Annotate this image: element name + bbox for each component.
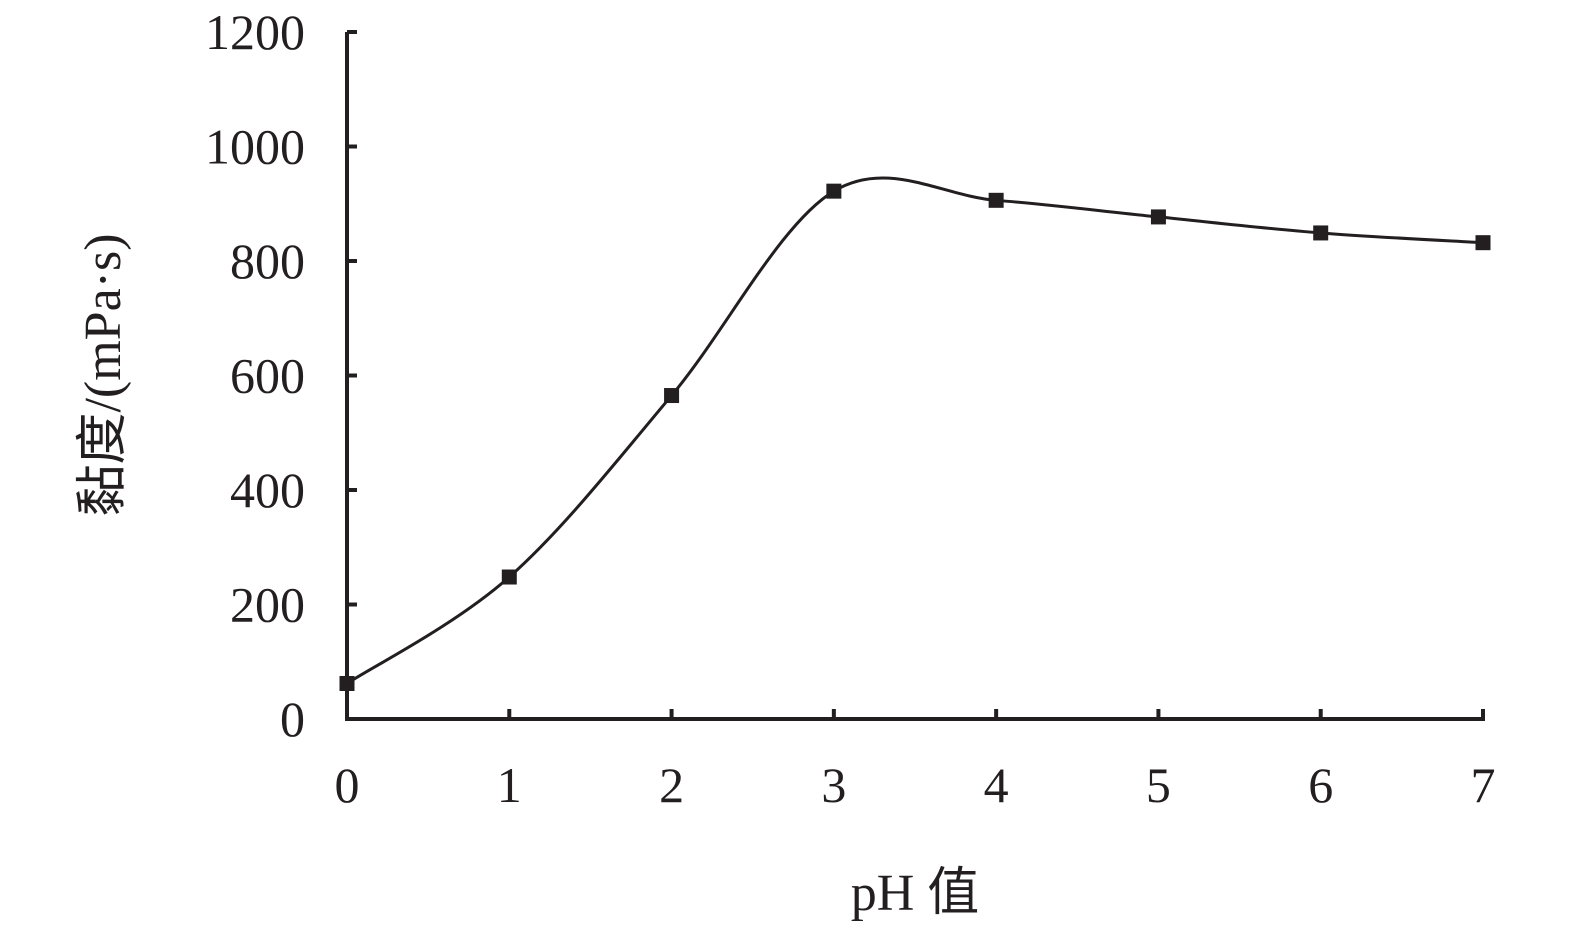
data-point [1313,225,1329,241]
x-tick-label: 3 [821,757,846,813]
data-point [1475,235,1491,251]
x-tick-label: 0 [335,757,360,813]
x-tick-label: 4 [984,757,1009,813]
data-point [1150,209,1166,225]
data-point [501,569,517,585]
y-tick-label: 600 [230,348,305,404]
x-tick-label: 7 [1471,757,1496,813]
y-axis-title: 黏度/(mPa·s) [75,233,132,516]
data-point [988,192,1004,208]
data-markers [339,183,1491,692]
x-tick-label: 6 [1308,757,1333,813]
y-tick-label: 0 [280,691,305,747]
x-tick-label: 5 [1146,757,1171,813]
series-line [346,176,1484,685]
y-tick-label: 1200 [205,4,305,60]
x-axis-ticks: 0 1 2 3 4 5 6 7 [335,709,1496,813]
data-point [664,388,680,404]
y-tick-label: 200 [230,577,305,633]
data-point [339,676,355,692]
x-axis-title: pH 值 [851,865,980,922]
y-tick-label: 1000 [205,119,305,175]
y-tick-label: 800 [230,233,305,289]
data-point [826,183,842,199]
y-tick-label: 400 [230,462,305,518]
x-tick-label: 2 [659,757,684,813]
x-tick-label: 1 [497,757,522,813]
y-axis-ticks: 0 200 400 600 800 1000 1200 [205,4,357,747]
